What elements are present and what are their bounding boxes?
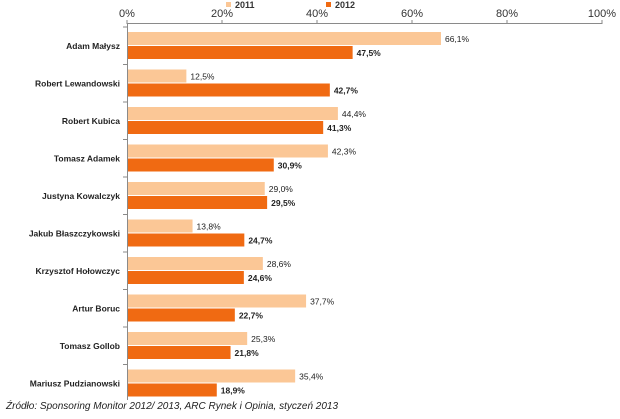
data-label-2011: 29,0% [269, 184, 294, 194]
bar-2012 [128, 83, 330, 97]
x-tick-label: 80% [496, 8, 518, 20]
data-label-2011: 66,1% [445, 34, 470, 44]
x-tick-label: 40% [306, 8, 328, 20]
x-tick-label: 100% [588, 8, 616, 20]
bar-2012 [128, 121, 324, 134]
bar-2011 [128, 294, 307, 308]
category-label: Tomasz Gollob [60, 341, 120, 351]
legend-label-2011: 2011 [235, 0, 255, 10]
x-tick-label: 20% [211, 8, 233, 20]
bar-2012 [128, 158, 274, 172]
legend-label-2012: 2012 [335, 0, 355, 10]
bar-2012 [128, 46, 353, 59]
bar-chart: 0% 20% 40% 60% 80% 100% 2011 2012 Adam Małysz 66,… [29, 0, 616, 400]
data-label-2011: 42,3% [332, 147, 357, 157]
data-label-2012: 21,8% [235, 348, 260, 358]
data-label-2011: 13,8% [197, 222, 222, 232]
bar-2011 [128, 144, 328, 158]
bar-2011 [128, 107, 338, 120]
data-label-2011: 35,4% [299, 372, 324, 382]
category-label: Justyna Kowalczyk [42, 191, 120, 201]
legend-swatch-2011 [226, 2, 231, 7]
data-label-2012: 41,3% [327, 123, 352, 133]
data-label-2012: 30,9% [278, 161, 303, 171]
bar-2011 [128, 369, 296, 383]
category-label: Robert Kubica [62, 116, 120, 126]
data-label-2012: 24,7% [248, 236, 273, 246]
data-label-2011: 37,7% [310, 297, 335, 307]
category-label: Tomasz Adamek [54, 154, 120, 164]
source-note: Źródło: Sponsoring Monitor 2012/ 2013, A… [6, 401, 339, 412]
category-label: Jakub Błaszczykowski [29, 229, 120, 239]
data-label-2012: 42,7% [334, 86, 359, 96]
bar-2012 [128, 196, 268, 209]
bar-2012 [128, 383, 217, 397]
bar-2012 [128, 233, 245, 247]
data-label-2012: 18,9% [221, 386, 246, 396]
bar-2011 [128, 219, 193, 233]
category-label: Krzysztof Hołowczyc [35, 266, 120, 276]
x-tick-label: 60% [401, 8, 423, 20]
category-label: Mariusz Pudzianowski [30, 379, 120, 389]
bar-2012 [128, 346, 231, 359]
data-label-2012: 24,6% [248, 273, 273, 283]
data-label-2011: 12,5% [190, 72, 215, 82]
x-tick-label: 0% [119, 8, 135, 20]
data-label-2012: 29,5% [271, 198, 296, 208]
bar-2011 [128, 69, 187, 83]
legend-swatch-2012 [326, 2, 331, 7]
data-label-2012: 47,5% [357, 48, 382, 58]
data-label-2011: 44,4% [342, 109, 367, 119]
bar-2011 [128, 257, 263, 270]
bar-2011 [128, 32, 441, 45]
data-label-2011: 28,6% [267, 259, 292, 269]
bar-2011 [128, 182, 265, 195]
bar-2012 [128, 308, 235, 322]
data-label-2011: 25,3% [251, 334, 276, 344]
category-label: Robert Lewandowski [35, 79, 120, 89]
bar-2011 [128, 332, 248, 345]
category-label: Artur Boruc [72, 304, 120, 314]
bar-2012 [128, 271, 244, 284]
category-label: Adam Małysz [66, 41, 120, 51]
data-label-2012: 22,7% [239, 311, 264, 321]
